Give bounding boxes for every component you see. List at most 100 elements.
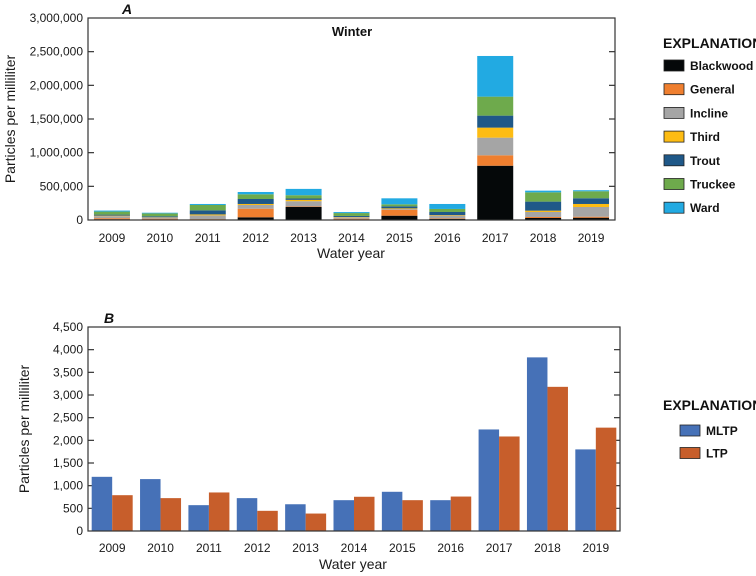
bar-ltp-2018 — [547, 386, 568, 531]
x-tick-label: 2012 — [242, 231, 269, 245]
x-tick-label: 2014 — [338, 231, 365, 245]
bar-segment-incline-2010 — [141, 217, 178, 219]
panel-b-legend: EXPLANATION MLTP LTP — [663, 397, 756, 461]
panel-a: A 0 500,000 1,000,000 1,500,000 2,000,000 2,5… — [2, 1, 756, 261]
y-tick-label: 3,500 — [53, 365, 83, 379]
bar-segment-general-2009 — [93, 218, 130, 220]
bar-segment-third-2009 — [93, 215, 130, 217]
bar-segment-incline-2019 — [573, 207, 610, 217]
bar-segment-general-2012 — [237, 208, 274, 218]
bar-segment-ward-2019 — [573, 190, 610, 192]
bar-mltp-2019 — [575, 449, 596, 531]
bar-ltp-2010 — [160, 498, 182, 531]
bar-segment-blackwood-2017 — [477, 165, 514, 220]
bar-segment-incline-2011 — [189, 215, 226, 220]
bar-segment-third-2017 — [477, 127, 514, 138]
x-tick-label: 2019 — [582, 541, 609, 555]
legend-label-mltp: MLTP — [706, 424, 738, 438]
bar-segment-trout-2016 — [429, 211, 466, 216]
bar-segment-incline-2009 — [93, 216, 130, 219]
bar-segment-third-2012 — [237, 203, 274, 205]
bar-segment-truckee-2018 — [525, 192, 562, 202]
panel-b-bars — [91, 357, 617, 531]
panel-a-letter: A — [121, 1, 132, 17]
legend-label-third: Third — [690, 130, 720, 144]
panel-a-x-axis-title: Water year — [317, 245, 385, 261]
x-tick-label: 2009 — [99, 231, 126, 245]
y-tick-label: 2,000,000 — [30, 78, 84, 92]
legend-swatch-trout — [663, 154, 685, 167]
y-tick-label: 0 — [76, 213, 83, 227]
bar-segment-incline-2012 — [237, 204, 274, 209]
bar-segment-ward-2016 — [429, 203, 466, 209]
bar-ltp-2013 — [305, 513, 327, 531]
x-tick-label: 2012 — [244, 541, 271, 555]
bar-segment-trout-2013 — [285, 198, 322, 200]
y-tick-label: 4,500 — [53, 320, 83, 334]
panel-a-bars — [93, 55, 610, 220]
x-tick-label: 2014 — [341, 541, 368, 555]
legend-swatch-general — [663, 83, 685, 96]
panel-a-x-tick-labels: 2009 2010 2011 2012 2013 2014 2015 2016 2017 2018… — [99, 231, 605, 245]
y-tick-label: 500 — [63, 501, 83, 515]
bar-segment-ward-2011 — [189, 203, 226, 205]
panel-b-x-tick-labels: 2009 2010 2011 2012 2013 2014 2015 2016 2017 2018… — [99, 541, 610, 555]
x-tick-label: 2013 — [290, 231, 317, 245]
bar-segment-incline-2015 — [381, 209, 418, 210]
bar-segment-ward-2009 — [93, 210, 130, 212]
panel-b-letter: B — [104, 310, 114, 326]
bar-segment-third-2011 — [189, 214, 226, 216]
bar-segment-truckee-2011 — [189, 204, 226, 211]
bar-segment-general-2010 — [141, 218, 178, 220]
bar-segment-truckee-2013 — [285, 195, 322, 199]
bar-mltp-2009 — [91, 476, 113, 531]
legend-swatch-truckee — [663, 178, 685, 190]
bar-ltp-2009 — [112, 495, 133, 531]
bar-segment-third-2015 — [381, 208, 418, 210]
x-tick-label: 2017 — [482, 231, 509, 245]
bar-segment-third-2019 — [573, 203, 610, 208]
legend-swatch-blackwood — [663, 59, 685, 72]
x-tick-label: 2016 — [437, 541, 464, 555]
bar-segment-ward-2012 — [237, 191, 274, 195]
bar-segment-incline-2016 — [429, 215, 466, 219]
bar-mltp-2012 — [236, 498, 258, 531]
panel-a-legend: EXPLANATION Blackwood General Incline Third… — [663, 35, 756, 215]
legend-swatch-incline — [663, 107, 685, 119]
bar-segment-incline-2018 — [525, 211, 562, 217]
y-tick-label: 0 — [76, 524, 83, 538]
y-tick-label: 1,000 — [53, 479, 83, 493]
bar-segment-trout-2017 — [477, 115, 514, 128]
bar-segment-truckee-2014 — [333, 213, 370, 216]
legend-label-truckee: Truckee — [690, 178, 736, 192]
x-tick-label: 2016 — [434, 231, 461, 245]
bar-segment-trout-2009 — [93, 214, 130, 216]
panel-b-y-ticks: 0 500 1,000 1,500 2,000 2,500 3,000 3,500 4,000 4… — [53, 320, 620, 538]
legend-label-ltp: LTP — [706, 447, 728, 461]
x-tick-label: 2009 — [99, 541, 126, 555]
bar-segment-blackwood-2019 — [573, 217, 610, 220]
panel-a-title: Winter — [332, 24, 372, 39]
y-tick-label: 500,000 — [40, 179, 84, 193]
bar-segment-general-2019 — [573, 216, 610, 218]
legend-label-ward: Ward — [690, 201, 720, 215]
bar-segment-third-2018 — [525, 210, 562, 212]
x-tick-label: 2011 — [195, 231, 221, 245]
y-tick-label: 3,000 — [53, 388, 83, 402]
x-tick-label: 2015 — [386, 231, 413, 245]
panel-b: B 0 500 1,000 1,500 2,000 2,500 3,000 3,500 4,00… — [16, 310, 756, 572]
bar-segment-truckee-2010 — [141, 213, 178, 217]
bar-segment-trout-2014 — [333, 215, 370, 217]
bar-ltp-2014 — [354, 496, 375, 531]
y-tick-label: 4,000 — [53, 343, 83, 357]
bar-segment-ward-2017 — [477, 55, 514, 97]
bar-mltp-2016 — [430, 500, 451, 531]
legend-label-general: General — [690, 83, 735, 97]
legend-label-blackwood: Blackwood — [690, 59, 753, 73]
bar-segment-truckee-2012 — [237, 194, 274, 199]
panel-b-y-axis-title: Particles per milliliter — [16, 364, 32, 493]
bar-segment-general-2015 — [381, 209, 418, 216]
x-tick-label: 2015 — [389, 541, 416, 555]
panel-a-y-axis-title: Particles per milliliter — [2, 54, 18, 183]
